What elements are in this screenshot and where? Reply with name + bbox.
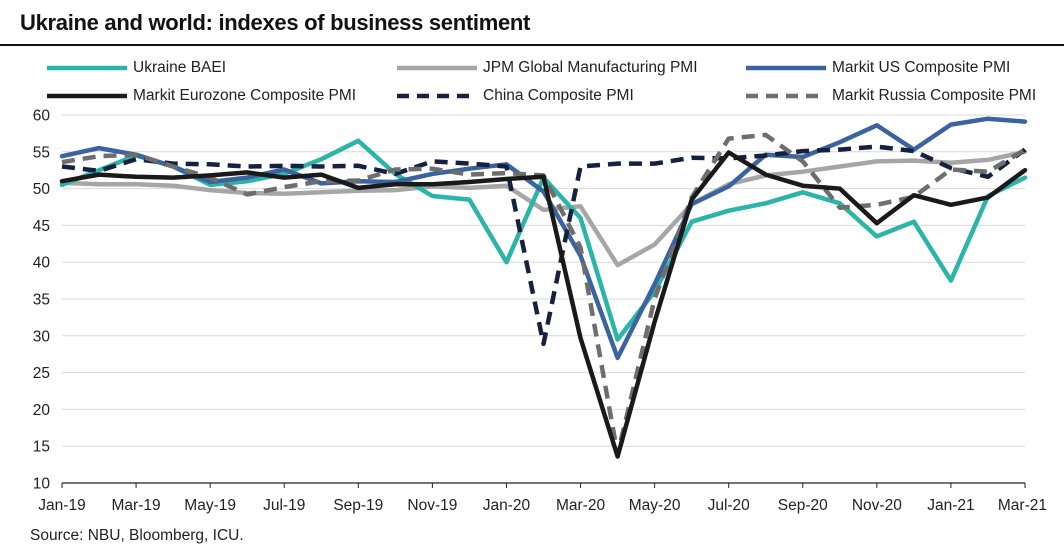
line-chart: 10 15 20 25 30 35 40 45 50 55 60 Jan-19 Mar-19 May-1…: [33, 108, 1047, 515]
legend-label-markit-russia: Markit Russia Composite PMI: [832, 87, 1037, 104]
y-tick-label: 30: [33, 328, 51, 345]
x-tick-label: Mar-20: [556, 497, 605, 514]
y-tick-label: 25: [33, 365, 50, 382]
series-line-china-composite-pmi: [61, 144, 1027, 347]
legend-label-markit-eurozone: Markit Eurozone Composite PMI: [133, 87, 357, 104]
gridlines: [62, 114, 1025, 447]
source-note: Source: NBU, Bloomberg, ICU.: [30, 527, 244, 544]
legend-swatch-china: [397, 93, 477, 99]
y-tick-label: 45: [33, 218, 50, 235]
series-line-jpm-global-manufacturing-pmi: [59, 149, 1028, 268]
series-line-markit-eurozone-composite-pmi: [59, 150, 1028, 459]
series-lines: [59, 116, 1028, 459]
x-tick-label: Mar-21: [998, 497, 1047, 514]
x-tick-label: Jul-20: [708, 497, 751, 514]
x-tick-label: Mar-19: [112, 497, 161, 514]
x-tick-label: Sep-19: [333, 497, 383, 514]
legend-label-ukraine-baei: Ukraine BAEI: [133, 59, 227, 76]
y-tick-label: 10: [33, 476, 51, 493]
y-tick-label: 15: [33, 439, 50, 456]
x-tick-label: May-19: [184, 497, 236, 514]
legend-item-ukraine-baei: Ukraine BAEI: [47, 59, 226, 77]
x-tick-label: Jul-19: [263, 497, 305, 514]
x-axis: Jan-19 Mar-19 May-19 Jul-19 Sep-19 Nov-19 Jan-…: [38, 482, 1047, 514]
legend-swatch-markit-us: [746, 65, 826, 71]
x-tick-label: Jan-21: [927, 497, 974, 514]
legend-swatch-markit-eurozone: [47, 93, 127, 99]
legend-item-china: China Composite PMI: [397, 87, 634, 105]
legend-label-jpm-global: JPM Global Manufacturing PMI: [483, 59, 698, 76]
legend: Ukraine BAEI JPM Global Manufacturing PM…: [0, 58, 1064, 112]
x-tick-label: Jan-20: [483, 497, 531, 514]
y-tick-label: 55: [33, 144, 50, 161]
legend-item-markit-russia: Markit Russia Composite PMI: [746, 87, 1036, 105]
y-tick-label: 40: [33, 255, 51, 272]
y-tick-label: 50: [33, 181, 51, 198]
x-tick-label: Nov-20: [852, 497, 902, 514]
legend-item-markit-us: Markit US Composite PMI: [746, 59, 1010, 77]
y-tick-label: 35: [33, 292, 50, 309]
legend-item-jpm-global: JPM Global Manufacturing PMI: [397, 59, 698, 77]
y-tick-label: 60: [33, 108, 51, 125]
x-tick-label: Nov-19: [407, 497, 457, 514]
legend-label-china: China Composite PMI: [483, 87, 634, 104]
legend-label-markit-us: Markit US Composite PMI: [832, 59, 1011, 76]
series-line-markit-us-composite-pmi: [59, 116, 1028, 361]
x-tick-label: Jan-19: [38, 497, 85, 514]
legend-swatch-ukraine-baei: [47, 65, 127, 71]
y-tick-label: 20: [33, 402, 51, 419]
chart-title: Ukraine and world: indexes of business s…: [20, 10, 531, 35]
x-tick-label: Sep-20: [778, 497, 828, 514]
legend-swatch-jpm-global: [397, 65, 477, 71]
x-tick-label: May-20: [629, 497, 681, 514]
legend-swatch-markit-russia: [746, 93, 826, 99]
legend-item-markit-eurozone: Markit Eurozone Composite PMI: [47, 87, 356, 105]
series-line-ukraine-baei: [59, 138, 1028, 342]
title-underline: [0, 44, 1064, 46]
y-axis: 10 15 20 25 30 35 40 45 50 55 60: [33, 108, 51, 493]
